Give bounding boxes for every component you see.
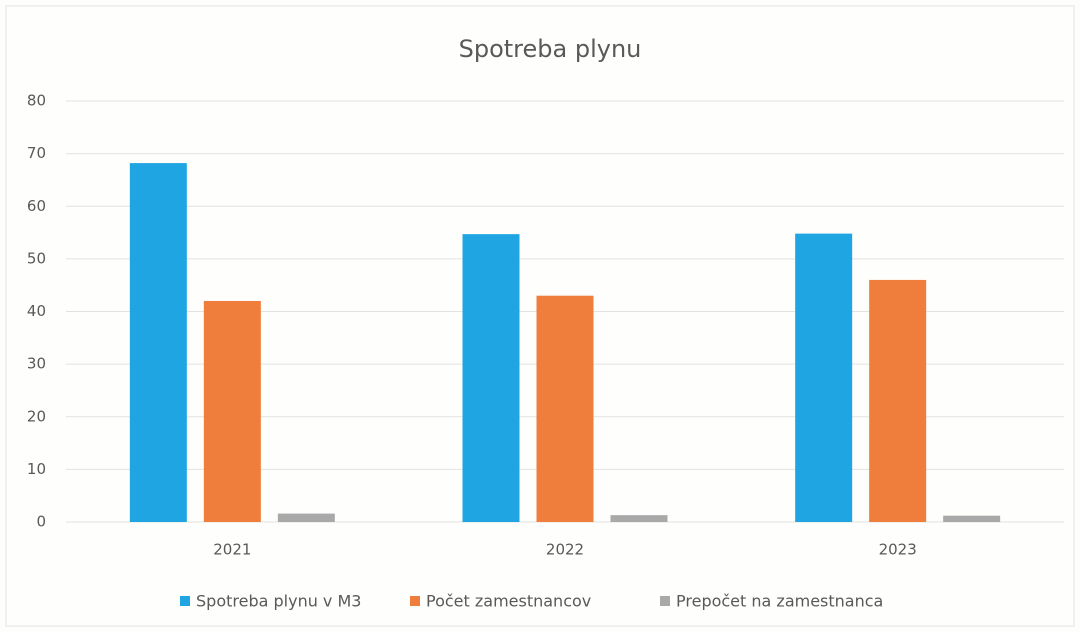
y-tick-label: 30: [27, 355, 46, 373]
bar: [277, 513, 335, 522]
legend-swatch: [660, 596, 670, 606]
legend-label: Prepočet na zamestnanca: [676, 592, 883, 611]
bar: [869, 279, 927, 522]
bar: [462, 234, 520, 523]
chart-title: Spotreba plynu: [459, 35, 642, 63]
legend-label: Počet zamestnancov: [426, 592, 591, 611]
y-tick-label: 0: [36, 513, 46, 531]
legend-swatch: [180, 596, 190, 606]
bar: [610, 515, 668, 522]
bar: [795, 233, 853, 523]
bar: [943, 515, 1001, 522]
y-tick-label: 40: [27, 302, 46, 320]
bar: [536, 295, 594, 522]
legend-label: Spotreba plynu v M3: [196, 592, 361, 611]
bar: [129, 163, 187, 522]
y-tick-label: 10: [27, 460, 46, 478]
x-tick-label: 2023: [879, 541, 917, 559]
y-tick-label: 80: [27, 92, 46, 110]
legend-swatch: [410, 596, 420, 606]
bar: [203, 300, 261, 522]
y-tick-label: 20: [27, 407, 46, 425]
y-tick-label: 50: [27, 249, 46, 267]
x-tick-label: 2022: [546, 541, 584, 559]
y-tick-label: 60: [27, 197, 46, 215]
y-tick-label: 70: [27, 144, 46, 162]
x-tick-label: 2021: [213, 541, 251, 559]
